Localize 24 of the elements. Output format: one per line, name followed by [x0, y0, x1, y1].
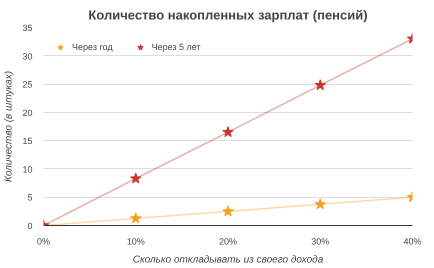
y-tick-label: 35	[22, 23, 33, 33]
y-tick-label: 0	[27, 221, 33, 231]
y-tick-label: 30	[22, 51, 33, 62]
y-tick-label: 25	[22, 80, 33, 90]
x-tick-label: 40%	[403, 236, 422, 246]
x-tick-label: 30%	[311, 236, 330, 246]
point	[130, 172, 142, 184]
legend-label: Через 5 лет	[152, 42, 201, 52]
y-axis-title: Количество (в штуках)	[3, 70, 14, 182]
x-tick-label: 20%	[218, 236, 238, 246]
point	[314, 198, 326, 210]
x-tick-label: 10%	[126, 236, 145, 246]
point	[314, 79, 326, 90]
point	[222, 126, 234, 138]
point	[222, 205, 234, 216]
y-tick-label: 5	[27, 192, 33, 203]
y-tick-label: 10	[22, 164, 33, 174]
x-axis-title: Сколько откладывать из своего дохода	[132, 254, 324, 266]
y-tick-label: 20	[22, 108, 33, 118]
chart-title: Количество накопленных зарплат (пенсий)	[88, 8, 368, 22]
y-tick-label: 15	[22, 136, 33, 146]
legend-label: Через год	[72, 42, 113, 52]
x-tick-label: 0%	[36, 236, 50, 246]
point	[130, 212, 142, 224]
